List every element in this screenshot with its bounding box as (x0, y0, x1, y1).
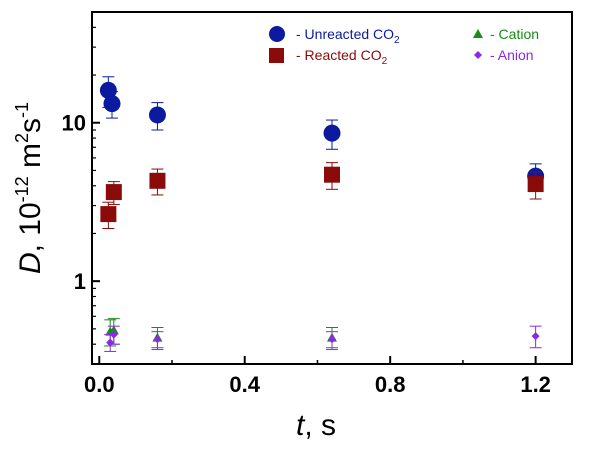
data-point (531, 332, 540, 341)
series-circle (99, 76, 545, 192)
legend-item-unreacted: - Unreacted CO2 (269, 26, 400, 46)
data-point (105, 184, 122, 201)
data-point (328, 335, 336, 344)
data-point (103, 95, 121, 113)
data-point (324, 166, 340, 183)
x-tick-label: 0.0 (84, 372, 115, 397)
legend-item-reacted: - Reacted CO2 (269, 47, 388, 67)
legend-marker-anion (474, 51, 482, 59)
legend-text-unreacted: - Unreacted CO (296, 26, 394, 42)
legend-label-unreacted: - Unreacted CO2 (296, 26, 400, 46)
data-point (106, 338, 115, 347)
legend-marker-reacted (269, 48, 284, 63)
legend-text-anion: - Anion (490, 47, 534, 63)
data-point (527, 176, 544, 193)
y-axis-factor: , 10 (14, 202, 47, 252)
y-axis-unit-s: s (14, 118, 47, 133)
series-diamond (104, 325, 542, 352)
y-tick-label: 10 (62, 111, 86, 136)
legend-label-reacted: - Reacted CO2 (296, 47, 388, 67)
y-tick-label: 1 (74, 269, 86, 294)
data-point (323, 124, 341, 142)
x-axis-unit: , s (304, 409, 336, 442)
data-point (153, 335, 162, 344)
legend-text-reacted: - Reacted CO (296, 47, 382, 63)
legend-marker-cation (473, 29, 483, 38)
legend-item-cation: - Cation (473, 26, 539, 42)
y-axis-unit-m: m (14, 143, 47, 176)
data-point (100, 206, 117, 223)
legend-item-anion: - Anion (474, 47, 534, 63)
data-point (148, 106, 166, 124)
legend-sub-unreacted: 2 (394, 35, 400, 46)
x-axis-variable: t (296, 409, 306, 442)
axis-ticks: 0.0 0.4 0.8 1.2 1 10 (62, 26, 551, 397)
y-axis-variable: D (14, 252, 47, 274)
plot-marks (99, 76, 545, 352)
x-tick-label: 1.2 (520, 372, 551, 397)
y-axis-title: D, 10-12 m2s-1 (12, 102, 47, 274)
data-point (99, 81, 117, 99)
data-point (149, 172, 166, 189)
x-tick-label: 0.8 (375, 372, 406, 397)
legend-sub-reacted: 2 (382, 56, 388, 67)
y-axis-exponent-3: -1 (12, 102, 32, 118)
legend-text-cation: - Cation (490, 26, 539, 42)
x-tick-label: 0.4 (229, 372, 260, 397)
y-axis-exponent-2: 2 (12, 133, 32, 143)
x-axis-title: t, s (296, 409, 336, 442)
plot-frame (91, 11, 573, 365)
legend: - Unreacted CO2 - Reacted CO2 - Cation -… (269, 26, 539, 67)
series-triangle (104, 318, 338, 351)
y-axis-exponent-1: -12 (12, 176, 32, 202)
series-square (100, 162, 544, 229)
legend-marker-unreacted (269, 26, 285, 42)
data-point (109, 330, 118, 339)
